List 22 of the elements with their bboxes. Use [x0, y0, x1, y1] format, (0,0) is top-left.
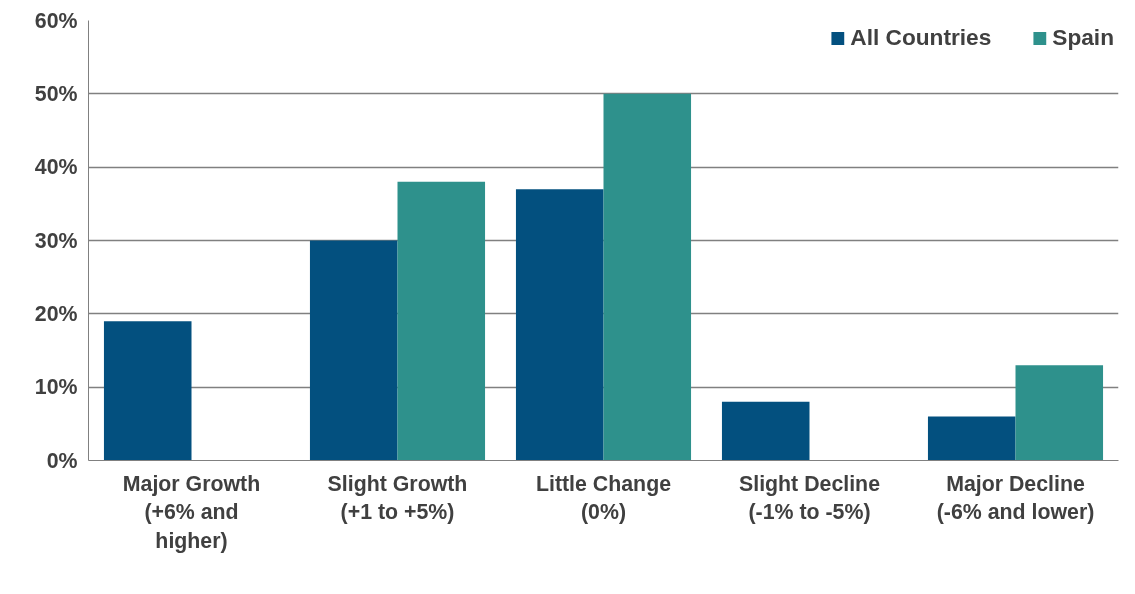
x-tick-label: Slight Growth (+1 to +5%) — [327, 471, 468, 525]
bar — [515, 189, 604, 461]
legend-label: Spain — [1052, 24, 1114, 51]
y-tick-label: 10% — [34, 375, 78, 400]
x-tick-label: Major Decline (-6% and lower) — [936, 471, 1095, 525]
bar — [309, 240, 398, 461]
x-tick-label: Major Growth (+6% and higher) — [122, 471, 261, 554]
legend-label: All Countries — [850, 24, 992, 51]
y-tick-label: 40% — [34, 155, 78, 180]
y-tick-label: 0% — [46, 448, 78, 473]
bar — [927, 416, 1016, 461]
bar — [721, 401, 810, 461]
bar — [397, 181, 486, 461]
x-tick-label: Little Change (0%) — [535, 471, 672, 525]
bar — [603, 93, 692, 461]
y-tick-label: 30% — [34, 228, 78, 253]
bar — [1015, 365, 1104, 461]
y-tick-label: 60% — [34, 8, 78, 33]
y-tick-label: 20% — [34, 301, 78, 326]
y-tick-label: 50% — [34, 81, 78, 106]
x-tick-label: Slight Decline (-1% to -5%) — [738, 471, 881, 525]
bar — [103, 321, 192, 461]
